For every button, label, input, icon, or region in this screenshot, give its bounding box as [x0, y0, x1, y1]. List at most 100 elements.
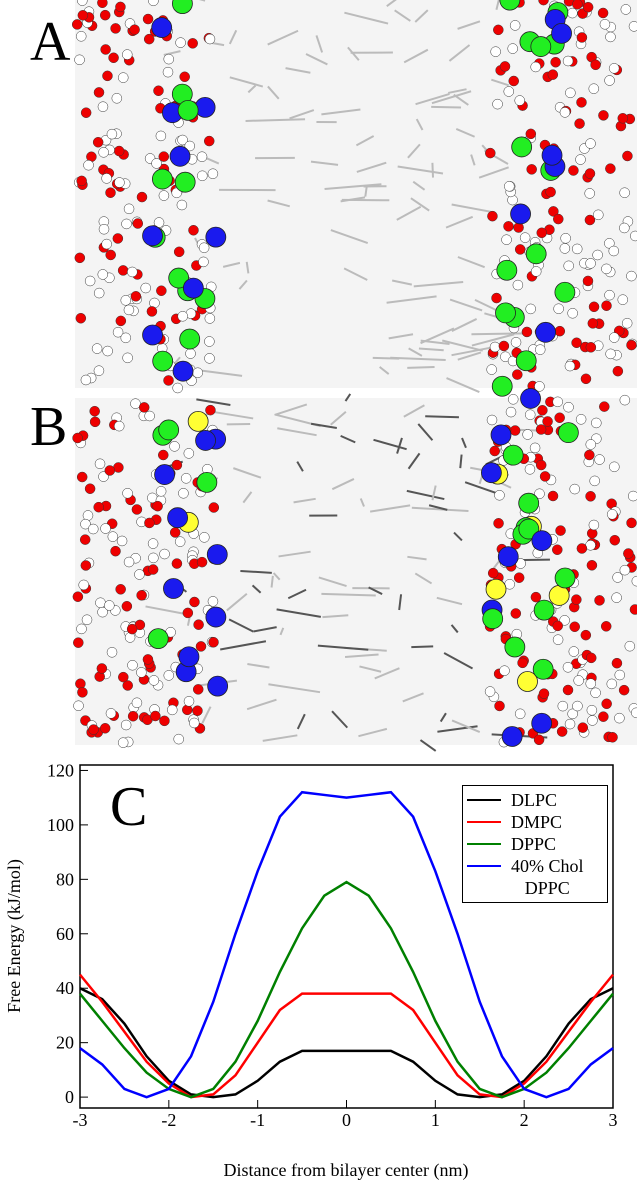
- water: [553, 303, 564, 314]
- head-group: [187, 410, 209, 432]
- water: [626, 517, 637, 529]
- water: [599, 401, 610, 412]
- water: [130, 398, 141, 409]
- water: [101, 238, 112, 250]
- lipid-tail: [471, 332, 530, 336]
- water: [129, 24, 140, 35]
- lipid-tail: [420, 327, 455, 345]
- molecular-render: [71, 0, 637, 752]
- lipid-tail: [491, 78, 510, 87]
- water: [552, 544, 563, 555]
- water: [493, 24, 504, 36]
- water: [490, 46, 501, 57]
- lipid-tail: [226, 592, 248, 612]
- lipid-tail: [368, 586, 383, 595]
- head-group: [172, 0, 193, 15]
- water: [143, 33, 155, 45]
- water: [80, 518, 91, 530]
- x-tick-label: 1: [431, 1110, 440, 1130]
- water: [136, 191, 148, 203]
- lipid-tail: [391, 279, 413, 286]
- head-group: [174, 171, 196, 193]
- water: [611, 657, 623, 669]
- head-group: [178, 646, 200, 668]
- water: [567, 708, 578, 720]
- water: [624, 640, 636, 652]
- water: [587, 318, 599, 329]
- water: [193, 619, 204, 630]
- water: [601, 300, 612, 311]
- water: [120, 719, 132, 731]
- lipid-tail: [344, 653, 379, 659]
- lipid-tail: [211, 410, 254, 420]
- water: [204, 313, 216, 324]
- water: [585, 138, 596, 149]
- water: [123, 203, 135, 215]
- water: [569, 621, 580, 633]
- water: [187, 38, 198, 49]
- lipid-tail: [448, 88, 467, 94]
- water: [195, 641, 207, 652]
- head-group: [163, 578, 184, 599]
- lipid-tail: [251, 584, 262, 594]
- lipid-tail: [386, 295, 437, 304]
- water: [93, 287, 105, 299]
- head-group: [496, 259, 518, 281]
- head-group: [151, 168, 173, 190]
- water: [534, 344, 546, 355]
- water: [590, 687, 601, 699]
- lipid-tail: [410, 197, 430, 212]
- water: [582, 275, 594, 287]
- water: [74, 252, 86, 264]
- lipid-tail: [448, 44, 471, 62]
- water: [567, 307, 578, 319]
- water: [93, 365, 105, 376]
- water: [486, 414, 498, 426]
- water: [557, 700, 569, 712]
- water: [494, 700, 505, 712]
- lipid-tail: [331, 710, 349, 729]
- head-group: [525, 243, 547, 265]
- water: [120, 332, 132, 344]
- water: [529, 442, 541, 454]
- water: [113, 145, 125, 157]
- water: [155, 486, 167, 497]
- water: [614, 669, 626, 681]
- water: [550, 56, 561, 68]
- water: [80, 560, 92, 571]
- water: [177, 134, 188, 146]
- lipid-tail: [343, 267, 368, 281]
- water: [539, 471, 551, 482]
- lipid-tail: [411, 645, 434, 649]
- water: [609, 461, 620, 473]
- lipid-tail: [451, 719, 481, 733]
- lipid-tail: [356, 161, 387, 173]
- lipid-tail: [431, 105, 462, 109]
- water: [494, 490, 505, 501]
- lipid-tail: [296, 461, 304, 472]
- water: [140, 282, 151, 294]
- water: [601, 698, 612, 710]
- water: [576, 97, 587, 108]
- water: [568, 646, 580, 657]
- water: [571, 243, 583, 255]
- water: [108, 52, 119, 64]
- head-group: [151, 17, 173, 38]
- water: [72, 591, 84, 602]
- lipid-tail: [403, 404, 425, 418]
- water: [489, 341, 501, 353]
- water: [182, 704, 193, 716]
- lipid-tail: [318, 576, 347, 588]
- water: [510, 337, 522, 348]
- head-group: [510, 203, 531, 225]
- lipid-tail: [344, 393, 352, 402]
- legend: DLPC DMPC DPPC 40% Chol DPPC: [462, 785, 608, 903]
- water: [148, 675, 160, 686]
- water: [123, 556, 135, 568]
- water: [606, 509, 618, 520]
- water: [601, 263, 612, 275]
- lipid-tail: [272, 572, 281, 581]
- water: [575, 154, 586, 165]
- water: [183, 448, 195, 459]
